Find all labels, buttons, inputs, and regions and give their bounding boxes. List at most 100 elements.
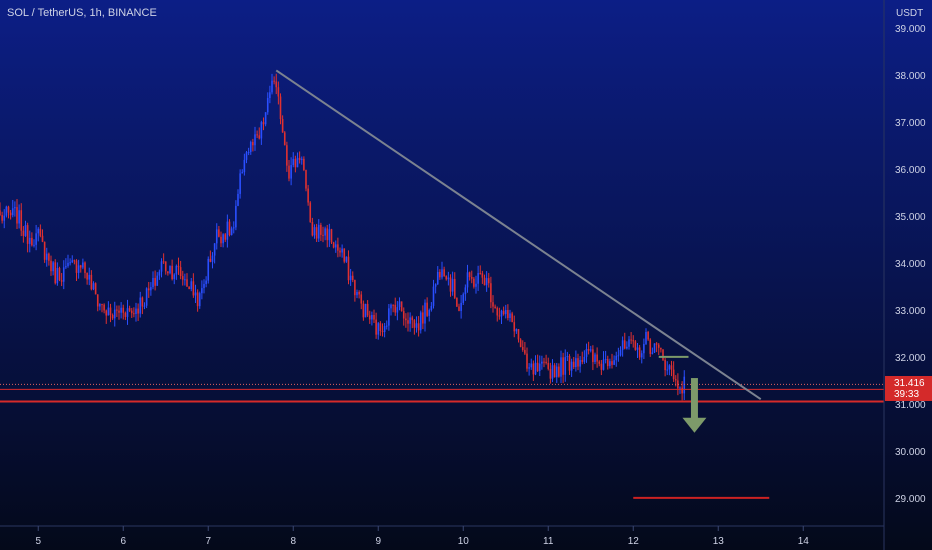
candle-body[interactable]	[358, 291, 360, 295]
candle-body[interactable]	[589, 349, 592, 351]
candle-body[interactable]	[237, 193, 239, 206]
candle-body[interactable]	[411, 317, 414, 321]
candle-body[interactable]	[65, 266, 67, 268]
candle-body[interactable]	[31, 237, 33, 246]
candle-body[interactable]	[362, 303, 365, 318]
candle-body[interactable]	[479, 273, 482, 275]
candle-body[interactable]	[628, 339, 630, 347]
candle-body[interactable]	[279, 96, 282, 120]
candle-body[interactable]	[456, 297, 458, 307]
candle-body[interactable]	[594, 354, 596, 362]
candle-body[interactable]	[568, 356, 571, 371]
candle-body[interactable]	[116, 309, 118, 311]
candle-body[interactable]	[277, 87, 280, 97]
candle-body[interactable]	[351, 275, 354, 280]
candle-body[interactable]	[60, 280, 63, 282]
candle-body[interactable]	[228, 221, 231, 235]
candle-body[interactable]	[90, 274, 93, 290]
candle-body[interactable]	[509, 313, 511, 318]
candle-body[interactable]	[453, 278, 456, 298]
candle-body[interactable]	[35, 233, 37, 245]
candle-body[interactable]	[538, 363, 541, 372]
candle-body[interactable]	[381, 331, 384, 333]
candle-body[interactable]	[492, 302, 494, 307]
candle-body[interactable]	[517, 329, 520, 340]
candle-body[interactable]	[198, 293, 201, 307]
candle-body[interactable]	[341, 248, 343, 253]
candle-body[interactable]	[662, 349, 664, 360]
candle-body[interactable]	[269, 92, 271, 99]
candle-body[interactable]	[56, 267, 59, 284]
candle-body[interactable]	[462, 294, 465, 303]
candle-body[interactable]	[424, 302, 426, 324]
candle-body[interactable]	[286, 145, 288, 166]
candle-body[interactable]	[99, 304, 101, 307]
candle-body[interactable]	[485, 278, 488, 286]
candle-body[interactable]	[575, 358, 577, 368]
candle-body[interactable]	[164, 261, 167, 272]
candle-body[interactable]	[619, 350, 622, 356]
candle-body[interactable]	[445, 276, 448, 280]
candle-body[interactable]	[105, 310, 108, 316]
candle-body[interactable]	[328, 229, 331, 241]
candle-body[interactable]	[528, 367, 530, 369]
candle-body[interactable]	[560, 357, 562, 377]
candle-body[interactable]	[428, 310, 431, 316]
candle-body[interactable]	[651, 352, 654, 354]
candle-body[interactable]	[354, 279, 356, 296]
candle-body[interactable]	[634, 341, 637, 350]
candle-body[interactable]	[14, 207, 16, 209]
candle-body[interactable]	[555, 366, 558, 378]
candle-body[interactable]	[150, 287, 152, 291]
candle-body[interactable]	[347, 256, 350, 281]
candle-body[interactable]	[128, 308, 131, 311]
candle-body[interactable]	[167, 271, 169, 274]
candle-body[interactable]	[213, 243, 216, 256]
candle-body[interactable]	[636, 347, 639, 350]
candle-body[interactable]	[483, 277, 486, 286]
candle-body[interactable]	[645, 331, 647, 344]
candle-body[interactable]	[592, 349, 594, 362]
candle-body[interactable]	[585, 349, 588, 357]
candle-body[interactable]	[670, 365, 673, 370]
candle-body[interactable]	[222, 234, 224, 244]
candle-body[interactable]	[400, 301, 403, 312]
candle-body[interactable]	[541, 361, 543, 364]
candle-body[interactable]	[24, 225, 27, 236]
candle-body[interactable]	[596, 354, 598, 362]
candle-body[interactable]	[147, 288, 150, 291]
candle-body[interactable]	[581, 360, 584, 362]
candle-body[interactable]	[657, 344, 660, 348]
candle-body[interactable]	[419, 312, 422, 331]
candle-body[interactable]	[475, 283, 477, 287]
plot-area[interactable]	[0, 69, 884, 499]
breakdown-arrow[interactable]	[682, 378, 707, 433]
candle-body[interactable]	[162, 261, 165, 263]
candle-body[interactable]	[536, 362, 539, 372]
candle-body[interactable]	[436, 272, 439, 285]
candle-body[interactable]	[235, 205, 237, 228]
candle-body[interactable]	[679, 387, 681, 389]
candle-body[interactable]	[58, 267, 61, 281]
candle-body[interactable]	[677, 380, 679, 389]
candle-body[interactable]	[133, 313, 135, 315]
candle-body[interactable]	[638, 347, 641, 358]
candle-body[interactable]	[660, 347, 662, 350]
candle-body[interactable]	[107, 307, 110, 316]
candle-body[interactable]	[118, 310, 120, 313]
candle-body[interactable]	[534, 362, 537, 375]
candle-body[interactable]	[609, 361, 611, 367]
candle-body[interactable]	[496, 308, 499, 316]
candle-body[interactable]	[243, 159, 246, 173]
candle-body[interactable]	[379, 323, 382, 332]
candle-body[interactable]	[290, 165, 292, 179]
candle-body[interactable]	[519, 339, 522, 347]
candle-body[interactable]	[441, 269, 443, 278]
candle-body[interactable]	[443, 269, 445, 277]
candle-body[interactable]	[122, 307, 125, 313]
candle-body[interactable]	[101, 304, 103, 306]
candle-body[interactable]	[209, 258, 212, 262]
candle-body[interactable]	[28, 237, 31, 244]
candle-body[interactable]	[623, 340, 626, 349]
candle-body[interactable]	[69, 262, 71, 264]
